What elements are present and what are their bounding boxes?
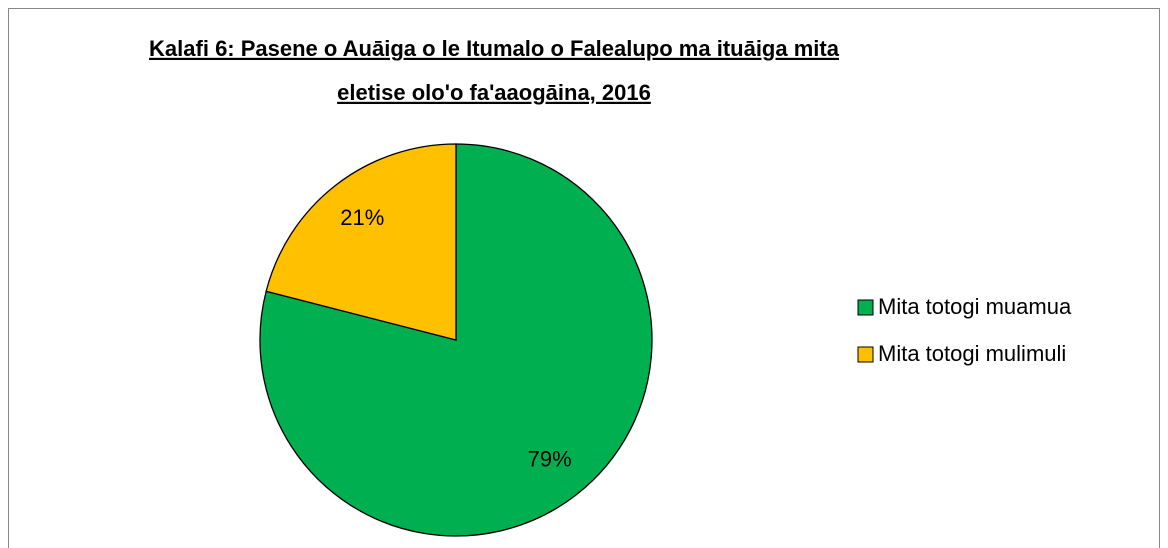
data-label: 79% <box>528 447 572 472</box>
legend-swatch <box>857 346 874 363</box>
legend-label: Mita totogi mulimuli <box>878 341 1066 366</box>
pie-slice <box>265 143 457 341</box>
chart-title: eletise olo'o fa'aaogāina, 2016 <box>337 80 651 105</box>
data-label: 21% <box>340 205 384 230</box>
chart-title: Kalafi 6: Pasene o Auāiga o le Itumalo o… <box>149 36 840 61</box>
legend-swatch <box>857 299 874 316</box>
legend-label: Mita totogi muamua <box>878 294 1072 319</box>
